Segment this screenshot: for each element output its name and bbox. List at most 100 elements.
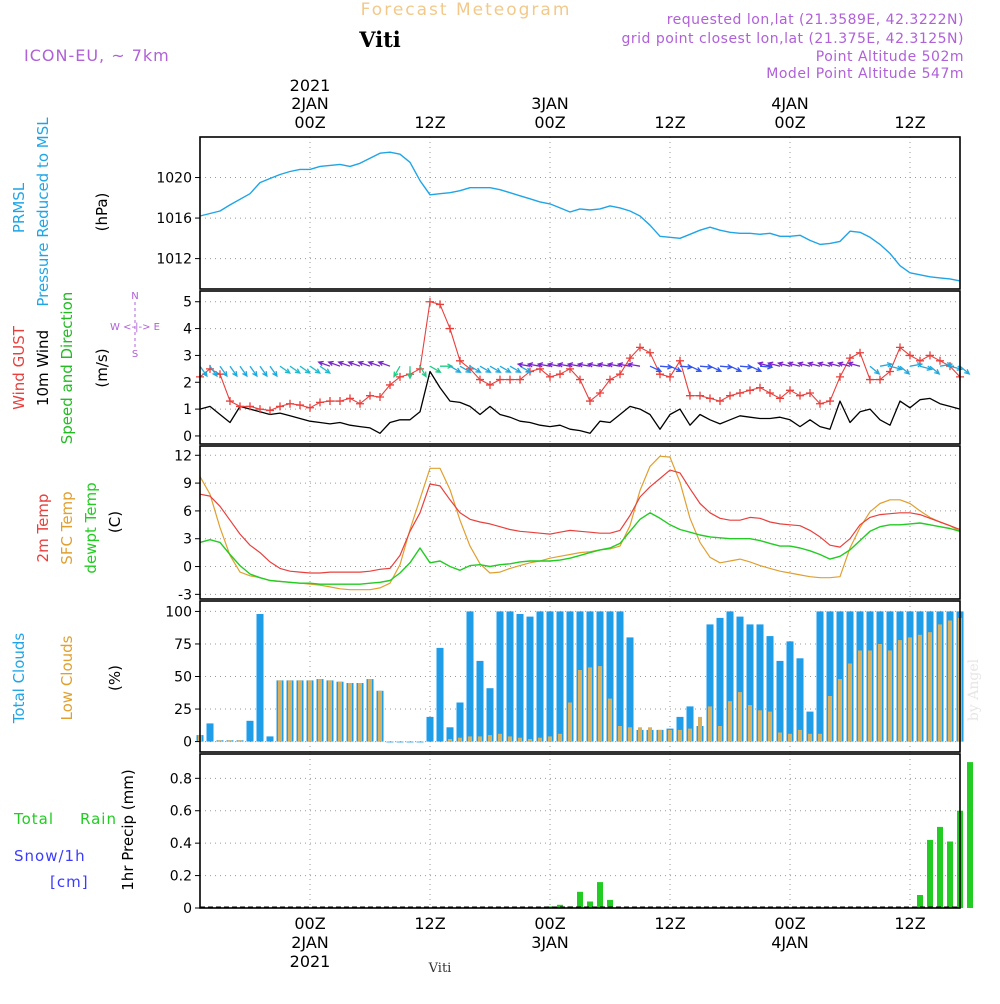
y-tick-label: 0 bbox=[183, 560, 192, 576]
wind-direction-arrow bbox=[269, 365, 278, 378]
gridpoint-coords: grid point closest lon,lat (21.375E, 42.… bbox=[621, 31, 964, 47]
point-altitude: Point Altitude 502m bbox=[816, 49, 964, 65]
gust-point bbox=[886, 367, 894, 376]
gust-point bbox=[716, 397, 724, 406]
low-cloud-bar bbox=[308, 680, 312, 742]
low-cloud-bar bbox=[508, 736, 512, 742]
total-cloud-bar bbox=[816, 611, 824, 742]
bottom-time-label: 12Z bbox=[414, 914, 445, 933]
y-tick-label: 0.6 bbox=[170, 804, 192, 820]
total-cloud-bar bbox=[776, 660, 784, 742]
low-cloud-bar bbox=[848, 663, 852, 742]
rain-bar bbox=[607, 899, 613, 908]
dewpt-line bbox=[199, 512, 961, 585]
low-cloud-bar bbox=[228, 740, 232, 742]
total-cloud-bar bbox=[736, 616, 744, 742]
bottom-time-label: 12Z bbox=[894, 914, 925, 933]
wind-direction-arrow bbox=[786, 361, 801, 367]
low-cloud-bar bbox=[298, 680, 302, 742]
wind-direction-arrow bbox=[429, 365, 442, 373]
wind-direction-arrow bbox=[509, 365, 522, 373]
wind-direction-arrow bbox=[393, 365, 401, 378]
gust-point bbox=[796, 391, 804, 400]
gust-point bbox=[866, 375, 874, 384]
wind-direction-arrow bbox=[576, 362, 591, 368]
bottom-time-label: 12Z bbox=[654, 914, 685, 933]
chart-title: Forecast Meteogram bbox=[361, 0, 572, 20]
t2m-line bbox=[199, 469, 961, 574]
temp-unit: (C) bbox=[106, 511, 124, 533]
low-cloud-bar bbox=[568, 702, 572, 742]
rain-bar bbox=[587, 901, 593, 908]
wind-direction-arrow bbox=[526, 362, 541, 368]
rain-label-rain: Rain bbox=[80, 810, 117, 828]
total-cloud-bar bbox=[786, 641, 794, 742]
bottom-date-label: 4JAN bbox=[771, 933, 809, 952]
wind-direction-arrow bbox=[317, 360, 331, 367]
gust-point bbox=[496, 375, 504, 384]
low-cloud-bar bbox=[748, 705, 752, 742]
gust-point bbox=[906, 351, 914, 360]
wind-direction-arrow bbox=[419, 365, 427, 378]
low-cloud-bar bbox=[788, 733, 792, 742]
low-cloud-bar bbox=[898, 640, 902, 742]
wind-direction-arrow bbox=[626, 362, 641, 368]
gust-point bbox=[576, 375, 584, 384]
total-cloud-bar bbox=[496, 611, 504, 742]
total-cloud-bar bbox=[536, 611, 544, 742]
total-clouds-label: Total Clouds bbox=[10, 633, 28, 725]
y-tick-label: 75 bbox=[174, 637, 192, 653]
low-cloud-bar bbox=[348, 683, 352, 742]
y-tick-label: 9 bbox=[183, 476, 192, 492]
total-cloud-bar bbox=[766, 636, 774, 742]
rain-bar bbox=[577, 891, 583, 908]
wind-direction-arrow bbox=[909, 362, 924, 368]
gust-point bbox=[736, 389, 744, 397]
y-tick-label: 6 bbox=[183, 504, 192, 520]
gust-line bbox=[199, 301, 961, 411]
low-cloud-bar bbox=[628, 727, 632, 742]
wind-direction-arrow bbox=[566, 362, 581, 368]
gust-point bbox=[896, 343, 904, 352]
low-cloud-bar bbox=[278, 680, 282, 742]
gust-point bbox=[456, 356, 464, 365]
gust-point bbox=[726, 391, 734, 400]
gust-point bbox=[626, 354, 634, 363]
y-tick-label: 25 bbox=[174, 702, 192, 718]
panel-frame-precip bbox=[199, 753, 961, 909]
dewpt-label: dewpt Temp bbox=[82, 482, 100, 573]
low-cloud-bar bbox=[718, 726, 722, 742]
total-cloud-bar bbox=[626, 637, 634, 742]
axes-layer: 101210161020012345-3036912025507510000.2… bbox=[156, 76, 961, 971]
top-time-label: 00Z bbox=[774, 113, 805, 132]
wind-direction-arrow bbox=[279, 365, 292, 374]
wind-unit: (m/s) bbox=[93, 348, 111, 387]
gust-point bbox=[366, 391, 374, 400]
wind-direction-arrow bbox=[959, 365, 971, 375]
footer-station: Viti bbox=[428, 961, 452, 976]
wind-direction-arrow bbox=[347, 360, 361, 367]
top-year-label: 2021 bbox=[290, 76, 331, 95]
gust-point bbox=[436, 300, 444, 309]
wind-direction-arrow bbox=[299, 365, 312, 374]
low-cloud-bar bbox=[738, 692, 742, 742]
total-cloud-bar bbox=[266, 736, 274, 742]
bottom-date-label: 2JAN bbox=[291, 933, 329, 952]
wind-direction-arrow bbox=[229, 365, 238, 378]
gust-point bbox=[926, 351, 934, 360]
gust-point bbox=[286, 399, 294, 408]
y-tick-label: 0 bbox=[183, 735, 192, 751]
rain-bar bbox=[927, 839, 933, 908]
gust-point bbox=[376, 393, 384, 402]
top-time-label: 12Z bbox=[414, 113, 445, 132]
wind-direction-arrow bbox=[729, 365, 743, 372]
gust-point bbox=[776, 394, 784, 403]
low-cloud-bar bbox=[358, 683, 362, 742]
total-cloud-bar bbox=[826, 611, 834, 742]
total-cloud-bar bbox=[526, 616, 534, 742]
total-cloud-bar bbox=[456, 702, 464, 742]
low-cloud-bar bbox=[648, 727, 652, 742]
tsfc-label: SFC Temp bbox=[58, 491, 76, 564]
panel-frame-clouds bbox=[199, 600, 961, 753]
